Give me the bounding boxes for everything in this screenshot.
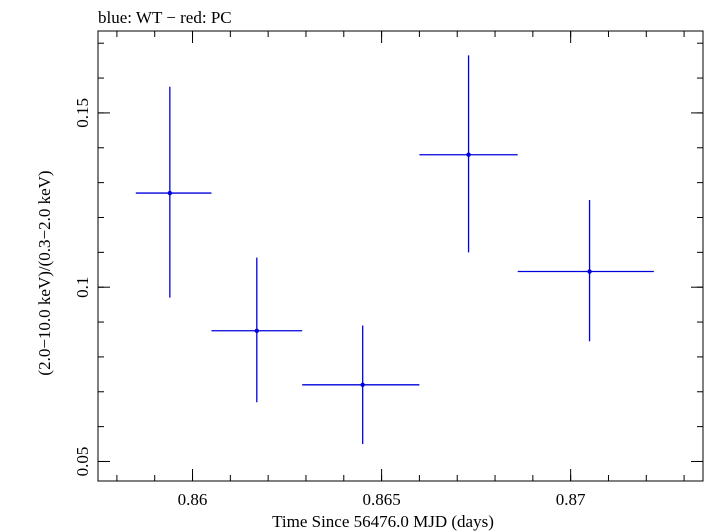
x-tick-label: 0.865	[362, 490, 400, 509]
data-points	[135, 55, 654, 445]
x-tick-label: 0.87	[556, 490, 586, 509]
x-tick-label: 0.86	[178, 490, 208, 509]
data-point	[135, 86, 212, 298]
y-axis-label: (2.0−10.0 keV)/(0.3−2.0 keV)	[35, 170, 54, 375]
x-axis-label: Time Since 56476.0 MJD (days)	[272, 512, 494, 531]
point-marker	[587, 269, 592, 274]
point-marker	[466, 152, 471, 157]
y-tick-label: 0.05	[73, 447, 92, 477]
y-tick-label: 0.15	[73, 98, 92, 128]
point-marker	[254, 328, 260, 333]
data-point	[517, 200, 654, 342]
data-point	[419, 55, 518, 253]
x-axis-ticks	[116, 31, 685, 481]
data-point	[302, 325, 420, 445]
point-marker	[167, 190, 173, 196]
y-axis-ticks	[98, 42, 703, 462]
y-axis-tick-labels: 0.05 0.1 0.15	[73, 98, 92, 476]
chart-title: blue: WT − red: PC	[98, 8, 232, 27]
point-marker	[360, 382, 365, 387]
data-point	[211, 257, 303, 403]
y-tick-label: 0.1	[73, 277, 92, 298]
x-axis-tick-labels: 0.86 0.865 0.87	[178, 490, 586, 509]
plot-frame	[97, 30, 704, 482]
